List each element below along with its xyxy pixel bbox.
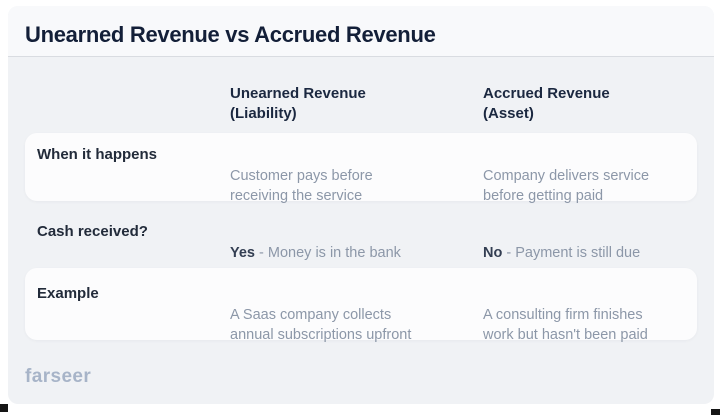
title-band <box>8 6 714 57</box>
row-label: Cash received? <box>37 223 148 240</box>
cell-text: A consulting firm finishes work but hasn… <box>483 307 648 343</box>
table-row-cash-received: Cash received? Yes - Money is in the ban… <box>25 211 697 263</box>
page-title: Unearned Revenue vs Accrued Revenue <box>25 22 436 47</box>
crop-mark-bottom-right <box>711 409 720 415</box>
farseer-logo: farseer <box>25 366 92 387</box>
cell-lead: No <box>483 245 507 261</box>
cell-text: Company delivers service before getting … <box>483 168 650 204</box>
crop-mark-bottom-left <box>0 404 8 412</box>
cell-unearned: Customer pays before receiving the servi… <box>230 146 460 206</box>
row-label: When it happens <box>37 146 157 163</box>
cell-lead: Yes <box>230 245 260 261</box>
row-label: Example <box>37 285 99 302</box>
column-header-accrued: Accrued Revenue (Asset) <box>483 85 610 122</box>
table-row-example: Example A Saas company collects annual s… <box>25 268 697 343</box>
cell-text: Customer pays before receiving the servi… <box>230 168 373 204</box>
cell-text: - Money is in the bank <box>259 245 401 261</box>
cell-accrued: A consulting firm finishes work but hasn… <box>483 285 713 345</box>
cell-text: A Saas company collects annual subscript… <box>230 307 412 343</box>
comparison-card: Unearned Revenue vs Accrued Revenue Unea… <box>8 6 714 404</box>
cell-accrued: Company delivers service before getting … <box>483 146 713 206</box>
cell-text: - Payment is still due <box>506 245 641 261</box>
column-header-unearned: Unearned Revenue (Liability) <box>230 85 366 122</box>
table-row-when-it-happens: When it happens Customer pays before rec… <box>25 133 697 204</box>
cell-unearned: Yes - Money is in the bank <box>230 223 460 263</box>
cell-accrued: No - Payment is still due <box>483 223 713 263</box>
cell-unearned: A Saas company collects annual subscript… <box>230 285 460 345</box>
